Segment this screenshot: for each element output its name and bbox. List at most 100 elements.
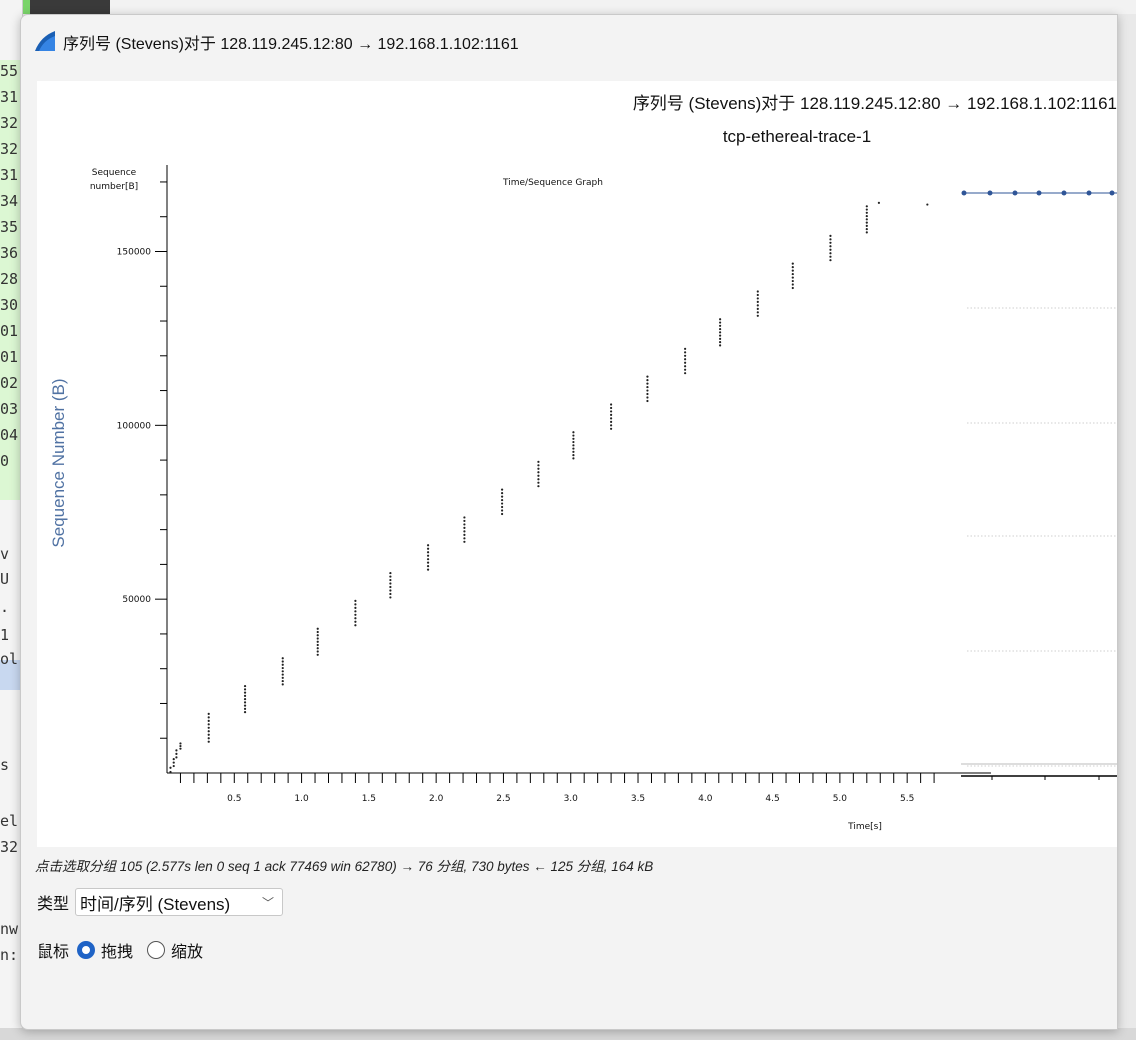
drag-radio[interactable] <box>77 941 96 959</box>
data-point <box>243 701 247 704</box>
graph-canvas[interactable]: 序列号 (Stevens)对于 128.119.245.12:80 → 192.… <box>37 81 1117 847</box>
background-text-fragment: 30 <box>0 296 19 314</box>
data-point <box>207 723 210 726</box>
data-point <box>500 498 504 502</box>
data-point <box>719 344 722 347</box>
data-point <box>169 770 172 774</box>
data-point <box>877 201 881 204</box>
data-point <box>829 245 832 248</box>
data-point <box>172 764 175 768</box>
stevens-graph-window[interactable]: 序列号 (Stevens)对于 128.119.245.12:80 → 192.… <box>20 14 1118 1030</box>
x-tick-label: 1.0 <box>294 794 309 804</box>
x-tick-label: 0.5 <box>227 794 241 804</box>
data-point <box>829 259 832 262</box>
x-tick-label: 4.0 <box>698 794 713 804</box>
y-axis-label-line1: Sequence <box>92 168 137 178</box>
time-sequence-graph: Time/Sequence Graph Sequence number[B] Time… <box>90 165 1117 832</box>
data-point <box>719 324 722 327</box>
side-plot-point <box>1012 190 1018 196</box>
data-point <box>791 269 794 272</box>
data-point <box>719 331 722 334</box>
data-point <box>243 711 247 714</box>
data-point <box>207 716 210 719</box>
window-title: 序列号 (Stevens)对于 128.119.245.12:80 → 192.… <box>63 36 519 53</box>
background-app-strip: 55 31 32 32 31 34 35 36 28 30 01 01 02 03 04 0 v U. 1 ol s el… <box>0 0 23 1040</box>
y-tick-label: 100000 <box>117 421 152 431</box>
data-point <box>865 228 868 231</box>
data-point <box>500 505 504 509</box>
drag-label[interactable]: 拖拽 <box>101 944 134 961</box>
data-point <box>865 218 868 221</box>
data-point <box>354 603 357 606</box>
data-point <box>791 272 794 276</box>
data-point <box>207 730 210 733</box>
data-point <box>756 314 759 317</box>
background-text-fragment: nw <box>0 920 19 938</box>
data-point <box>829 255 832 258</box>
background-text-fragment: 02 <box>0 374 19 392</box>
data-point <box>243 707 247 710</box>
y-axis-label-line2: number[B] <box>90 182 138 192</box>
x-tick-label: 1.5 <box>362 794 376 804</box>
zoom-radio[interactable] <box>147 941 166 959</box>
data-point <box>354 610 357 613</box>
background-text-fragment: n: <box>0 946 19 964</box>
background-text-fragment: 01 <box>0 322 19 340</box>
background-text-fragment: 35 <box>0 218 19 236</box>
data-point <box>719 327 722 331</box>
data-point <box>572 444 575 447</box>
data-point <box>829 248 832 251</box>
data-point <box>243 694 247 697</box>
data-point <box>865 231 868 234</box>
data-point <box>463 526 466 529</box>
data-point <box>316 630 319 634</box>
data-point <box>389 571 392 575</box>
data-point <box>610 410 613 413</box>
data-point <box>243 698 247 701</box>
data-point <box>500 509 504 512</box>
data-point <box>354 599 357 603</box>
data-point <box>791 262 794 265</box>
data-point <box>389 592 392 596</box>
graph-type-select[interactable]: 时间/序列 (Stevens) ﹀ <box>75 888 284 916</box>
data-point <box>865 214 868 218</box>
data-point <box>281 670 284 673</box>
status-line: 点击选取分组 105 (2.577s len 0 seq 1 ack 77469… <box>35 859 654 874</box>
data-point <box>175 752 178 755</box>
data-point <box>179 742 182 745</box>
data-point <box>610 424 613 427</box>
data-point <box>316 637 319 640</box>
graph-header-title: 序列号 (Stevens)对于 128.119.245.12:80 → 192.… <box>632 94 1117 113</box>
graph-type-value: 时间/序列 (Stevens) <box>80 894 231 914</box>
data-point <box>684 368 687 371</box>
data-point <box>426 568 430 571</box>
background-app-bottom <box>0 1028 1136 1040</box>
data-point <box>463 519 466 523</box>
data-point <box>243 688 247 691</box>
data-point <box>646 385 649 389</box>
data-point <box>684 351 687 354</box>
data-point <box>281 660 284 663</box>
background-text-fragment: 32 <box>0 114 19 132</box>
background-text-fragment: el <box>0 812 19 830</box>
data-point <box>684 354 687 357</box>
data-point <box>281 663 284 666</box>
data-point <box>426 561 430 564</box>
data-point <box>354 606 357 609</box>
data-point <box>179 744 182 748</box>
type-row: 类型 时间/序列 (Stevens) ﹀ <box>37 887 284 917</box>
data-point <box>500 488 504 491</box>
y-tick-label: 50000 <box>122 595 151 605</box>
data-point <box>646 389 649 392</box>
x-tick-label: 2.5 <box>496 794 510 804</box>
window-titlebar[interactable]: 序列号 (Stevens)对于 128.119.245.12:80 → 192.… <box>21 15 1117 67</box>
x-tick-label: 5.0 <box>833 794 848 804</box>
data-point <box>316 647 319 650</box>
data-point <box>756 311 759 314</box>
data-point <box>684 372 687 375</box>
mouse-mode-row: 鼠标 拖拽 缩放 <box>37 935 217 965</box>
data-point <box>572 457 575 460</box>
data-point <box>865 205 868 208</box>
background-text-fragment: . <box>0 598 10 616</box>
zoom-label[interactable]: 缩放 <box>171 944 204 961</box>
